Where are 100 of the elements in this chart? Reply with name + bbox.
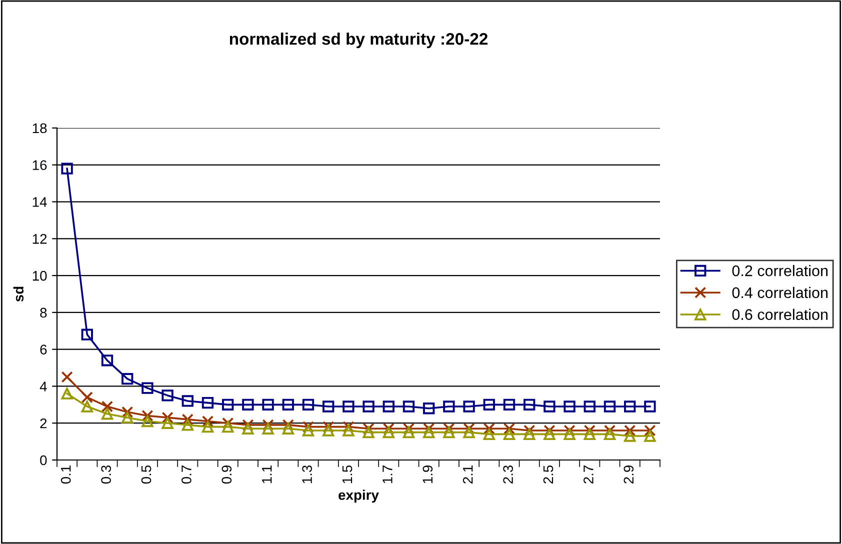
x-axis-title: expiry — [338, 490, 379, 503]
point — [483, 398, 495, 411]
point — [61, 371, 73, 383]
point — [342, 420, 354, 433]
point — [402, 426, 415, 438]
y-tick-label: 4 — [40, 382, 47, 392]
x-tick-label: 1.1 — [262, 466, 272, 484]
point — [162, 390, 174, 402]
x-tick-label: 2.5 — [543, 465, 554, 484]
point — [122, 406, 134, 418]
point — [362, 400, 374, 412]
y-tick-label: 10 — [32, 270, 47, 281]
point — [644, 424, 656, 436]
point — [342, 424, 354, 436]
point — [81, 391, 93, 404]
point — [61, 162, 73, 174]
point — [162, 412, 174, 424]
point — [222, 417, 234, 429]
x-tick-label: 0.1 — [60, 466, 71, 484]
point — [644, 400, 656, 412]
point — [544, 428, 556, 440]
point — [122, 412, 134, 424]
point — [142, 382, 154, 394]
x-tick-label: 1.7 — [382, 466, 392, 484]
point — [402, 400, 415, 412]
point — [423, 426, 435, 438]
point — [503, 398, 516, 411]
point — [282, 422, 294, 434]
point — [584, 424, 596, 436]
point — [182, 414, 194, 426]
point — [624, 424, 636, 436]
point — [142, 410, 154, 422]
point — [604, 428, 616, 440]
point — [322, 424, 334, 436]
x-tick-label: 0.3 — [101, 465, 111, 484]
y-tick-label: 18 — [32, 123, 47, 134]
point — [624, 430, 636, 442]
point — [262, 422, 274, 434]
point — [322, 400, 334, 412]
point — [101, 400, 114, 412]
point — [503, 428, 516, 440]
point — [202, 420, 214, 433]
x-tick-label: 2.9 — [624, 466, 634, 484]
point — [524, 428, 536, 440]
point — [443, 426, 455, 438]
y-axis-title: sd — [13, 286, 24, 302]
y-tick-label: 0 — [40, 455, 47, 466]
point — [262, 419, 274, 431]
point — [483, 428, 495, 440]
point — [302, 424, 314, 436]
point — [262, 398, 274, 411]
point — [122, 373, 134, 385]
point — [81, 328, 93, 340]
point — [142, 415, 154, 428]
point — [302, 398, 314, 411]
point — [282, 398, 294, 411]
point — [382, 426, 394, 438]
point — [423, 422, 435, 434]
point — [463, 422, 475, 434]
x-tick-label: 1.3 — [302, 465, 312, 484]
point — [463, 426, 475, 438]
x-tick-label: 1.5 — [342, 465, 352, 484]
point — [101, 408, 114, 420]
y-tick-label: 6 — [40, 344, 47, 355]
point — [182, 419, 194, 431]
point — [564, 400, 576, 412]
point — [564, 424, 576, 436]
point — [524, 424, 536, 436]
point — [584, 428, 596, 440]
point — [61, 388, 73, 400]
legend-label: 0.6 correlation — [732, 308, 828, 320]
point — [182, 395, 194, 407]
point — [443, 400, 455, 412]
point — [222, 420, 234, 433]
x-tick-label: 1.9 — [422, 466, 433, 484]
y-tick-label: 16 — [32, 160, 47, 170]
point — [342, 400, 354, 412]
point — [202, 415, 214, 428]
point — [222, 398, 234, 411]
x-tick-label: 2.7 — [584, 466, 594, 484]
x-tick-label: 2.3 — [503, 465, 513, 484]
point — [162, 417, 174, 429]
point — [202, 396, 214, 409]
point — [322, 420, 334, 433]
point — [101, 354, 114, 366]
point — [644, 430, 656, 442]
point — [302, 420, 314, 433]
point — [242, 398, 254, 411]
legend-label: 0.2 correlation — [732, 265, 828, 276]
x-tick-label: 0.9 — [222, 466, 232, 484]
point — [443, 422, 455, 434]
y-tick-label: 12 — [32, 234, 47, 244]
point — [382, 400, 394, 412]
point — [604, 400, 616, 412]
point — [624, 400, 636, 412]
chart-title: normalized sd by maturity :20-22 — [230, 32, 488, 48]
point — [423, 402, 435, 414]
y-tick-label: 2 — [40, 418, 47, 428]
y-tick-label: 14 — [32, 197, 47, 207]
point — [544, 424, 556, 436]
